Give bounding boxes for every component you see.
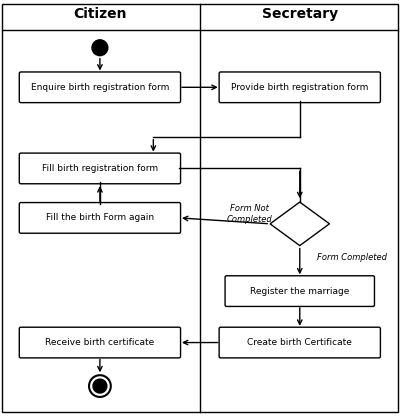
FancyBboxPatch shape xyxy=(225,276,375,307)
FancyBboxPatch shape xyxy=(19,72,181,103)
FancyBboxPatch shape xyxy=(219,72,381,103)
Circle shape xyxy=(93,379,107,393)
Text: Citizen: Citizen xyxy=(73,7,127,21)
FancyBboxPatch shape xyxy=(19,327,181,358)
Text: Receive birth certificate: Receive birth certificate xyxy=(45,338,155,347)
Text: Enquire birth registration form: Enquire birth registration form xyxy=(31,83,169,92)
FancyBboxPatch shape xyxy=(19,203,181,233)
FancyBboxPatch shape xyxy=(19,153,181,184)
Polygon shape xyxy=(270,202,329,245)
Text: Create birth Certificate: Create birth Certificate xyxy=(247,338,352,347)
Circle shape xyxy=(92,40,108,56)
Text: Provide birth registration form: Provide birth registration form xyxy=(231,83,368,92)
Text: Fill the birth Form again: Fill the birth Form again xyxy=(46,213,154,223)
Circle shape xyxy=(89,375,111,397)
FancyBboxPatch shape xyxy=(219,327,381,358)
Text: Form Not
Completed: Form Not Completed xyxy=(226,204,272,224)
Text: Fill birth registration form: Fill birth registration form xyxy=(42,164,158,173)
Text: Register the marriage: Register the marriage xyxy=(250,287,349,296)
Text: Form Completed: Form Completed xyxy=(317,253,387,262)
Text: Secretary: Secretary xyxy=(262,7,338,21)
